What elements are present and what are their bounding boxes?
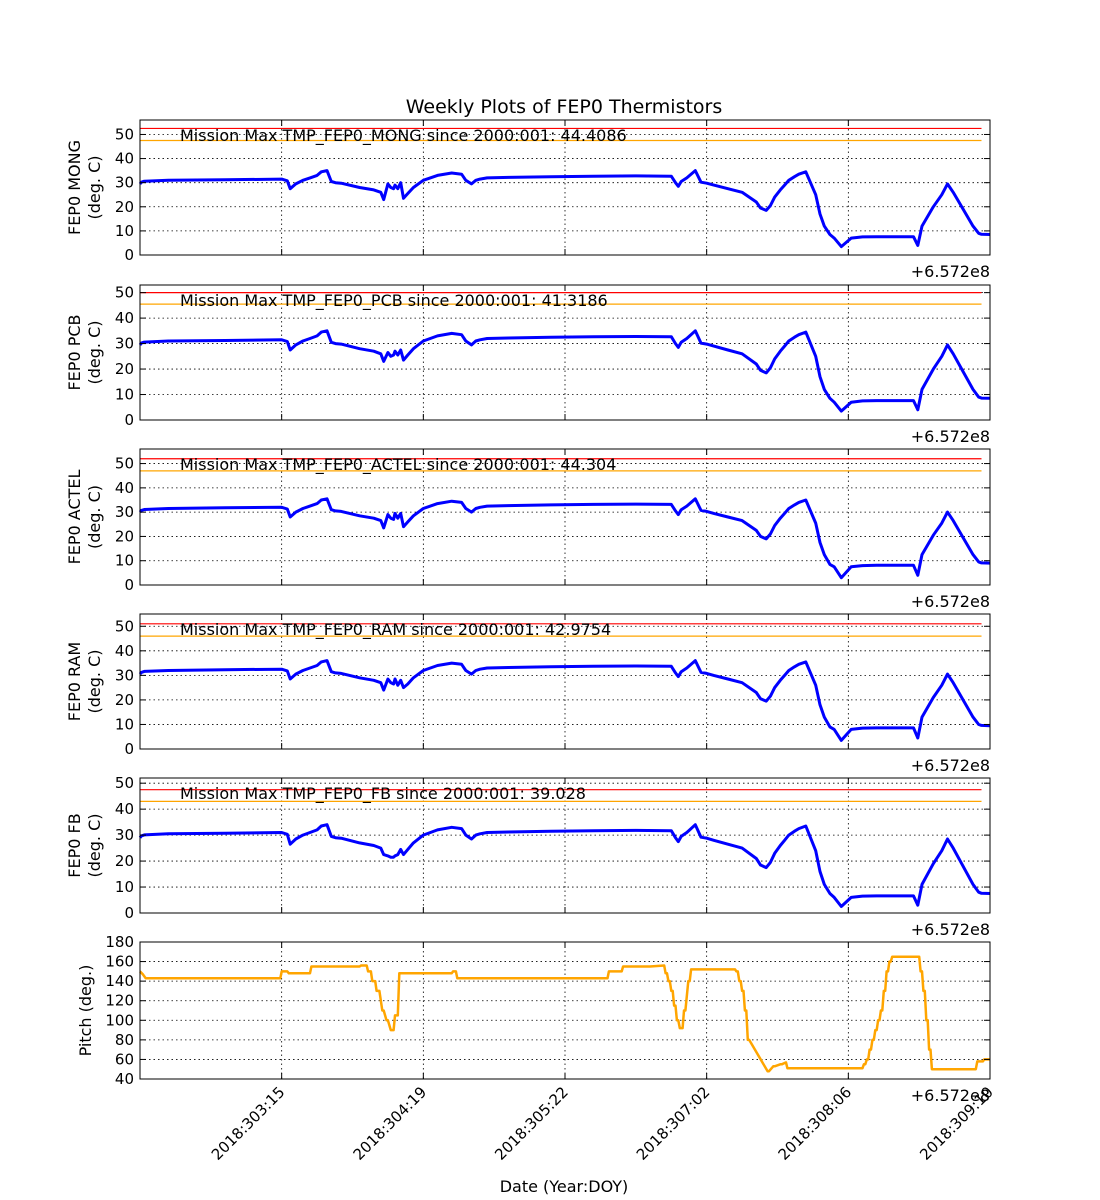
x-offset-label: +6.572e8 bbox=[911, 920, 990, 939]
y-tick-label: 80 bbox=[115, 1031, 134, 1049]
y-tick-label: 30 bbox=[115, 666, 134, 684]
mission-max-annotation: Mission Max TMP_FEP0_RAM since 2000:001:… bbox=[180, 620, 611, 640]
y-tick-label: 10 bbox=[115, 715, 134, 733]
temperature-series-line bbox=[138, 329, 991, 413]
y-tick-label: 40 bbox=[115, 309, 134, 327]
panel-4: 0 10 20 30 40 50 +6.572e8 FEP0 RAM (deg. C) Missi… bbox=[65, 613, 991, 775]
y-axis-label: FEP0 RAM bbox=[65, 642, 84, 721]
y-axis-label: FEP0 MONG bbox=[65, 140, 84, 235]
x-offset-label: +6.572e8 bbox=[911, 592, 990, 611]
y-tick-label: 160 bbox=[105, 953, 134, 971]
panel-1: 0 10 20 30 40 50 +6.572e8 FEP0 MONG (deg. C) Miss… bbox=[65, 119, 991, 281]
y-tick-label: 50 bbox=[115, 774, 134, 792]
y-axis-label: FEP0 FB bbox=[65, 813, 84, 877]
y-tick-label: 10 bbox=[115, 386, 134, 404]
panel-3: 0 10 20 30 40 50 +6.572e8 FEP0 ACTEL (deg. C) Mis… bbox=[65, 448, 991, 611]
y-tick-label: 30 bbox=[115, 335, 134, 353]
y-tick-label: 0 bbox=[124, 576, 134, 594]
temperature-series-line bbox=[138, 169, 991, 249]
x-offset-label: +6.572e8 bbox=[911, 427, 990, 446]
y-tick-label: 20 bbox=[115, 527, 134, 545]
x-tick-label: 2018:305:22 bbox=[491, 1083, 572, 1164]
temperature-series-line bbox=[138, 823, 991, 908]
y-tick-label: 20 bbox=[115, 198, 134, 216]
y-tick-label: 10 bbox=[115, 878, 134, 896]
y-tick-label: 20 bbox=[115, 691, 134, 709]
y-axis-unit: (deg. C) bbox=[85, 650, 104, 714]
mission-max-annotation: Mission Max TMP_FEP0_ACTEL since 2000:00… bbox=[180, 455, 616, 475]
x-axis-label: Date (Year:DOY) bbox=[500, 1177, 629, 1196]
x-tick-label: 2018:304:19 bbox=[350, 1083, 431, 1164]
x-tick-label: 2018:307:02 bbox=[633, 1083, 714, 1164]
y-tick-label: 50 bbox=[115, 617, 134, 635]
y-tick-label: 0 bbox=[124, 411, 134, 429]
panel-2: 0 10 20 30 40 50 +6.572e8 FEP0 PCB (deg. C) Missi… bbox=[65, 284, 991, 446]
y-axis-unit: (deg. C) bbox=[85, 814, 104, 878]
y-tick-label: 10 bbox=[115, 552, 134, 570]
y-tick-label: 140 bbox=[105, 972, 134, 990]
y-tick-label: 50 bbox=[115, 125, 134, 143]
temperature-series-line bbox=[138, 659, 991, 742]
y-axis-label: FEP0 ACTEL bbox=[65, 469, 84, 564]
y-tick-label: 10 bbox=[115, 222, 134, 240]
y-tick-label: 0 bbox=[124, 246, 134, 264]
y-tick-label: 40 bbox=[115, 1070, 134, 1088]
x-offset-label: +6.572e8 bbox=[911, 756, 990, 775]
y-axis-unit: (deg. C) bbox=[85, 485, 104, 549]
y-tick-label: 30 bbox=[115, 826, 134, 844]
y-tick-label: 120 bbox=[105, 992, 134, 1010]
x-tick-label: 2018:303:15 bbox=[208, 1083, 289, 1164]
y-axis-unit: (deg. C) bbox=[85, 156, 104, 220]
y-axis-label: FEP0 PCB bbox=[65, 314, 84, 390]
x-offset-label: +6.572e8 bbox=[911, 1086, 990, 1105]
y-tick-label: 20 bbox=[115, 360, 134, 378]
x-tick-label: 2018:308:06 bbox=[775, 1083, 856, 1164]
y-tick-label: 0 bbox=[124, 904, 134, 922]
y-tick-label: 30 bbox=[115, 503, 134, 521]
mission-max-annotation: Mission Max TMP_FEP0_MONG since 2000:001… bbox=[180, 126, 627, 146]
panel-5: 0 10 20 30 40 50 +6.572e8 FEP0 FB (deg. C) Missio… bbox=[65, 774, 991, 939]
x-offset-label: +6.572e8 bbox=[911, 262, 990, 281]
y-tick-label: 100 bbox=[105, 1011, 134, 1029]
chart-title: Weekly Plots of FEP0 Thermistors bbox=[406, 96, 723, 118]
y-tick-label: 20 bbox=[115, 852, 134, 870]
y-tick-label: 60 bbox=[115, 1050, 134, 1068]
y-tick-label: 40 bbox=[115, 479, 134, 497]
y-tick-label: 50 bbox=[115, 455, 134, 473]
y-axis-unit: (deg. C) bbox=[85, 321, 104, 385]
mission-max-annotation: Mission Max TMP_FEP0_PCB since 2000:001:… bbox=[180, 291, 608, 311]
y-tick-label: 40 bbox=[115, 800, 134, 818]
y-tick-label: 50 bbox=[115, 284, 134, 302]
temperature-series-line bbox=[138, 497, 991, 580]
y-tick-label: 0 bbox=[124, 740, 134, 758]
y-tick-label: 180 bbox=[105, 933, 134, 951]
y-tick-label: 40 bbox=[115, 150, 134, 168]
y-axis-label: Pitch (deg.) bbox=[76, 965, 95, 1057]
mission-max-annotation: Mission Max TMP_FEP0_FB since 2000:001: … bbox=[180, 784, 586, 804]
y-tick-label: 30 bbox=[115, 174, 134, 192]
pitch-series-line bbox=[139, 955, 990, 1073]
y-tick-label: 40 bbox=[115, 642, 134, 660]
